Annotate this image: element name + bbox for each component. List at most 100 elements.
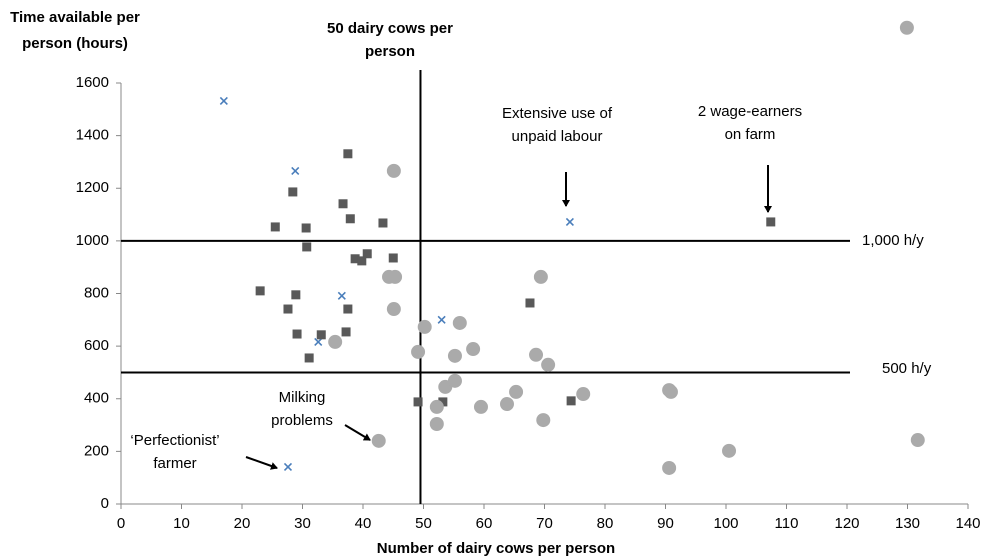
annotation: 2 wage-earners xyxy=(698,103,802,120)
x-tick-label: 110 xyxy=(775,515,799,532)
y-tick-label: 200 xyxy=(84,442,109,459)
x-tick-label: 130 xyxy=(895,515,920,532)
point xyxy=(437,315,446,324)
point xyxy=(386,163,401,178)
point xyxy=(283,304,293,314)
point xyxy=(466,342,481,357)
annotation-arrow xyxy=(245,456,278,470)
x-tick-label: 120 xyxy=(834,515,859,532)
point xyxy=(288,187,298,197)
point xyxy=(388,269,403,284)
point xyxy=(314,337,323,346)
point xyxy=(429,417,444,432)
point xyxy=(337,291,346,300)
point xyxy=(447,373,462,388)
point xyxy=(533,269,548,284)
point xyxy=(362,249,372,259)
reference-label: person xyxy=(365,43,415,60)
point xyxy=(283,462,293,471)
point xyxy=(338,199,348,209)
annotation: Milking xyxy=(279,389,326,406)
point xyxy=(447,348,462,363)
point xyxy=(509,384,524,399)
point xyxy=(525,298,535,308)
y-axis-label: person (hours) xyxy=(22,35,128,52)
point xyxy=(270,222,280,232)
y-tick-label: 1600 xyxy=(76,74,109,91)
x-tick-label: 0 xyxy=(117,515,125,532)
point xyxy=(378,218,388,228)
x-axis-label: Number of dairy cows per person xyxy=(377,540,615,557)
y-tick-label: 400 xyxy=(84,390,109,407)
y-tick-label: 0 xyxy=(101,495,109,512)
point xyxy=(662,460,677,475)
annotation: ‘Perfectionist’ xyxy=(130,432,219,449)
point xyxy=(473,399,488,414)
point xyxy=(371,433,386,448)
y-tick-label: 1400 xyxy=(76,127,109,144)
point xyxy=(566,396,576,406)
x-tick-label: 60 xyxy=(476,515,493,532)
x-tick-label: 80 xyxy=(597,515,614,532)
y-tick-label: 1000 xyxy=(76,232,109,249)
x-tick-label: 10 xyxy=(173,515,190,532)
point xyxy=(219,96,228,105)
point xyxy=(388,253,398,263)
point xyxy=(345,214,355,224)
point xyxy=(316,330,326,340)
point xyxy=(899,20,914,35)
y-tick-label: 800 xyxy=(84,284,109,301)
point xyxy=(536,413,551,428)
point xyxy=(565,217,574,226)
x-tick-label: 40 xyxy=(355,515,372,532)
point xyxy=(302,242,312,252)
point xyxy=(411,344,426,359)
point xyxy=(301,223,311,233)
point xyxy=(663,384,678,399)
point xyxy=(328,334,343,349)
point xyxy=(255,286,265,296)
point xyxy=(291,290,301,300)
point xyxy=(386,302,401,317)
point xyxy=(304,353,314,363)
point xyxy=(429,399,444,414)
point xyxy=(576,387,591,402)
x-tick-label: 30 xyxy=(294,515,311,532)
point xyxy=(910,433,925,448)
point xyxy=(452,315,467,330)
point xyxy=(343,149,353,159)
point xyxy=(541,357,556,372)
point xyxy=(350,254,360,264)
point xyxy=(357,256,367,266)
x-tick-label: 100 xyxy=(713,515,738,532)
annotation: farmer xyxy=(153,455,196,472)
annotation-arrow xyxy=(344,424,371,441)
point xyxy=(766,217,776,227)
annotation: Extensive use of xyxy=(502,105,613,122)
point xyxy=(438,397,448,407)
point xyxy=(529,347,544,362)
x-tick-label: 140 xyxy=(955,515,980,532)
reference-label: 50 dairy cows per xyxy=(327,20,453,37)
y-tick-label: 600 xyxy=(84,337,109,354)
point xyxy=(341,327,351,337)
x-tick-label: 90 xyxy=(657,515,674,532)
point xyxy=(499,397,514,412)
point xyxy=(343,304,353,314)
annotation: unpaid labour xyxy=(512,128,603,145)
y-axis-label: Time available per xyxy=(10,9,140,26)
x-tick-label: 70 xyxy=(536,515,553,532)
x-tick-label: 20 xyxy=(234,515,251,532)
point xyxy=(292,329,302,339)
point xyxy=(722,443,737,458)
point xyxy=(291,166,300,175)
point xyxy=(413,397,423,407)
annotation: problems xyxy=(271,412,333,429)
annotation: on farm xyxy=(725,126,776,143)
reference-label: 500 h/y xyxy=(882,360,932,377)
point xyxy=(417,319,432,334)
y-tick-label: 1200 xyxy=(76,179,109,196)
reference-label: 1,000 h/y xyxy=(862,232,924,249)
x-tick-label: 50 xyxy=(415,515,432,532)
